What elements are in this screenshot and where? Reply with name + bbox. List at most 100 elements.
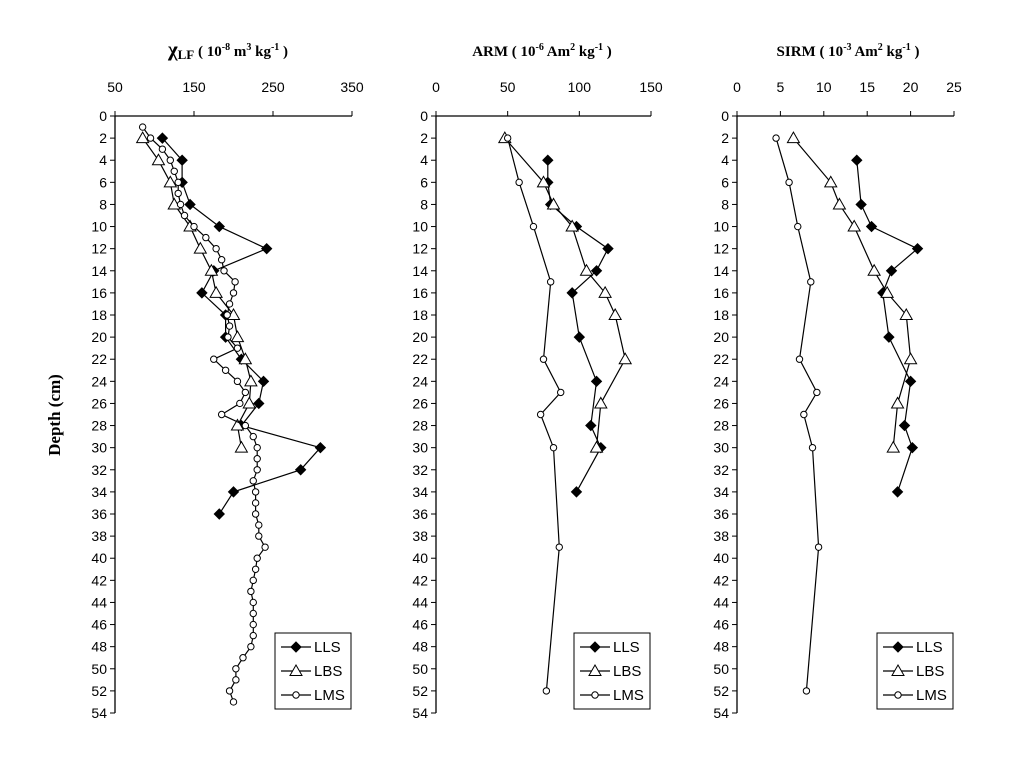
data-point bbox=[229, 698, 238, 706]
y-tick-label: 48 bbox=[713, 639, 729, 655]
y-tick-label: 40 bbox=[713, 550, 729, 566]
y-tick-label: 6 bbox=[721, 174, 729, 190]
data-point bbox=[221, 366, 230, 374]
data-point bbox=[213, 220, 225, 233]
data-point bbox=[515, 178, 523, 187]
series-lms bbox=[138, 123, 269, 706]
y-tick-label: 8 bbox=[99, 196, 107, 212]
data-point bbox=[239, 654, 247, 662]
data-point bbox=[903, 352, 918, 365]
x-tick-label: 5 bbox=[777, 79, 785, 95]
data-point bbox=[573, 331, 586, 343]
data-point bbox=[557, 388, 565, 397]
data-point bbox=[241, 421, 250, 430]
chart-panel-1: 50 150 250 35002468101214161820222426283032… bbox=[91, 79, 363, 721]
data-point bbox=[314, 441, 327, 454]
y-tick-label: 22 bbox=[412, 351, 428, 367]
data-point bbox=[536, 410, 545, 419]
y-tick-label: 40 bbox=[412, 550, 428, 566]
data-point bbox=[253, 455, 261, 463]
data-point bbox=[529, 222, 538, 231]
data-point bbox=[223, 311, 231, 319]
data-point bbox=[251, 488, 260, 496]
data-point bbox=[579, 263, 594, 276]
y-tick-label: 14 bbox=[91, 263, 107, 279]
series-lbs bbox=[135, 131, 258, 453]
data-point bbox=[232, 665, 240, 673]
series-line bbox=[792, 137, 912, 448]
data-point bbox=[800, 410, 808, 419]
data-point bbox=[865, 220, 878, 233]
data-point bbox=[230, 330, 245, 343]
legend-marker bbox=[892, 641, 904, 653]
y-tick-label: 2 bbox=[721, 130, 729, 146]
data-point bbox=[542, 687, 551, 695]
data-point bbox=[880, 285, 895, 298]
y-tick-label: 20 bbox=[412, 329, 428, 345]
data-point bbox=[217, 256, 226, 264]
data-point bbox=[249, 576, 257, 585]
data-point bbox=[234, 440, 249, 453]
data-point bbox=[242, 396, 257, 409]
data-point bbox=[546, 197, 561, 210]
y-tick-label: 32 bbox=[91, 462, 107, 478]
data-point bbox=[795, 355, 804, 363]
data-point bbox=[176, 154, 188, 166]
data-point bbox=[251, 565, 260, 573]
y-tick-label: 34 bbox=[412, 484, 428, 500]
data-point bbox=[585, 419, 597, 432]
data-point bbox=[785, 178, 793, 187]
data-point bbox=[542, 154, 554, 166]
data-point bbox=[251, 499, 260, 507]
y-tick-label: 52 bbox=[91, 683, 107, 699]
series-line bbox=[142, 126, 266, 703]
y-tick-label: 46 bbox=[412, 617, 428, 633]
y-tick-label: 42 bbox=[412, 572, 428, 588]
panel-title: χLF ( 10-8 m3 kg-1 ) bbox=[167, 37, 288, 62]
data-point bbox=[135, 131, 150, 144]
data-point bbox=[598, 285, 612, 298]
data-point bbox=[247, 642, 255, 651]
data-point bbox=[593, 396, 608, 409]
data-point bbox=[890, 396, 905, 409]
y-tick-label: 26 bbox=[91, 395, 107, 411]
y-tick-label: 2 bbox=[420, 130, 428, 146]
data-point bbox=[249, 598, 257, 607]
data-point bbox=[590, 265, 603, 277]
panel-title: SIRM ( 10-3 Am2 kg-1 ) bbox=[777, 42, 920, 60]
legend-label: LLS bbox=[314, 639, 341, 656]
y-tick-label: 4 bbox=[420, 152, 428, 168]
y-tick-label: 14 bbox=[713, 263, 729, 279]
y-tick-label: 40 bbox=[91, 550, 107, 566]
data-point bbox=[261, 543, 269, 551]
y-tick-label: 8 bbox=[420, 196, 428, 212]
data-point bbox=[220, 267, 228, 275]
data-point bbox=[138, 123, 147, 131]
data-point bbox=[802, 687, 811, 695]
data-point bbox=[618, 352, 633, 365]
series-line bbox=[547, 160, 609, 493]
legend-label: LMS bbox=[613, 687, 644, 704]
y-tick-label: 18 bbox=[713, 307, 729, 323]
y-tick-label: 38 bbox=[91, 528, 107, 544]
x-tick-label: 15 bbox=[859, 79, 875, 95]
data-point bbox=[244, 374, 258, 387]
y-tick-label: 22 bbox=[713, 351, 729, 367]
data-point bbox=[891, 486, 904, 498]
y-tick-label: 42 bbox=[91, 572, 107, 588]
series-line bbox=[507, 137, 562, 691]
legend-label: LMS bbox=[314, 687, 345, 704]
data-point bbox=[549, 443, 558, 452]
y-tick-label: 4 bbox=[99, 152, 107, 168]
y-tick-label: 46 bbox=[713, 617, 729, 633]
data-point bbox=[146, 134, 155, 142]
y-tick-label: 32 bbox=[412, 462, 428, 478]
data-point bbox=[229, 289, 238, 297]
y-tick-label: 30 bbox=[91, 440, 107, 456]
y-tick-label: 50 bbox=[91, 661, 107, 677]
y-tick-label: 2 bbox=[99, 130, 107, 146]
data-point bbox=[253, 466, 261, 474]
data-point bbox=[608, 307, 623, 320]
data-point bbox=[904, 375, 917, 388]
series-lls bbox=[156, 132, 327, 520]
